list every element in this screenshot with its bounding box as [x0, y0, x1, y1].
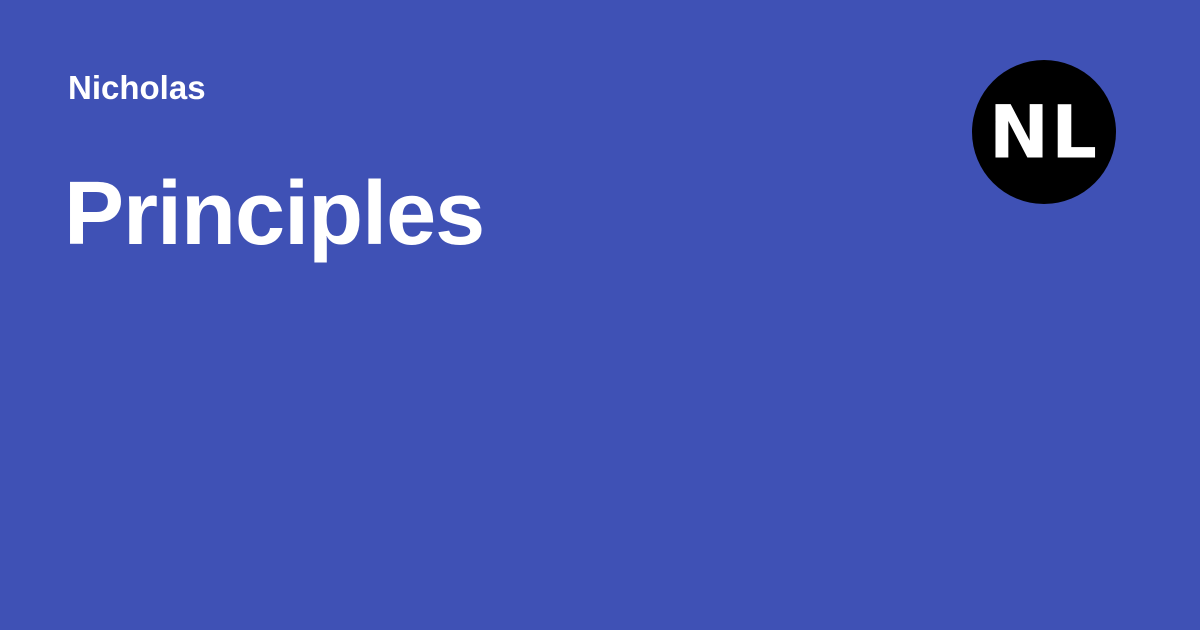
page-title: Principles: [64, 164, 485, 264]
site-name: Nicholas: [68, 69, 206, 106]
logo-text: NL: [988, 89, 1100, 175]
nl-logo-icon: NL: [972, 60, 1116, 204]
